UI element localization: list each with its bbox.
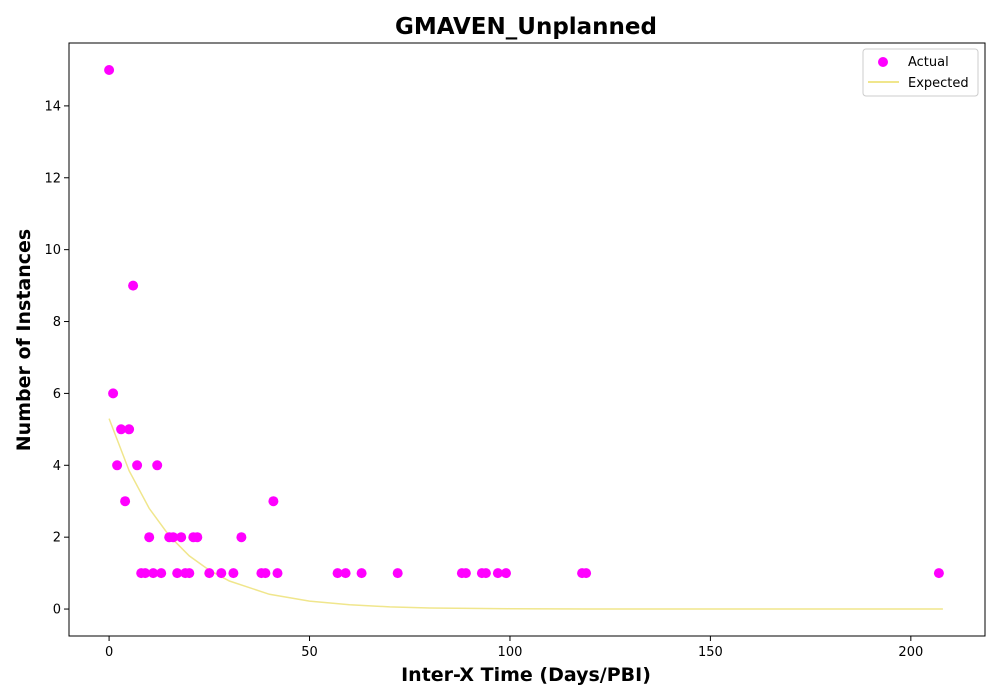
data-point [120,496,131,507]
plot-frame [68,42,986,637]
data-point [104,65,115,75]
data-point [581,568,592,579]
data-point [460,568,471,579]
data-point [272,568,283,579]
data-point [168,532,179,543]
y-tick-label: 14 [44,99,61,114]
x-tick-label: 0 [105,645,113,660]
data-point [144,532,155,543]
data-point [260,568,271,579]
data-point [152,460,163,471]
data-point [236,532,247,543]
x-axis-label: Inter-X Time (Days/PBI) [401,664,651,686]
x-axis: 0 50 100 150 200 [105,636,923,660]
chart-title: GMAVEN_Unplanned [395,14,657,40]
data-point [933,568,944,579]
x-tick-label: 200 [898,645,923,660]
y-tick-label: 6 [53,387,61,402]
data-point [108,388,119,399]
data-point [124,424,135,435]
expected-line [108,418,943,610]
data-point [140,568,151,579]
data-point [216,568,227,579]
data-point [501,568,511,579]
data-point [184,568,195,579]
data-point [116,424,127,435]
data-point [112,460,123,471]
data-point [340,568,351,579]
x-tick-label: 50 [301,645,318,660]
data-point [228,568,239,579]
legend-marker-actual [878,57,888,67]
data-point [332,568,343,579]
y-axis: 0 2 4 6 8 10 12 14 [44,99,69,618]
data-point [192,532,203,543]
legend-box [862,48,979,97]
data-point [356,568,367,579]
data-point [268,496,279,507]
data-point [392,568,403,579]
data-point [156,568,167,579]
x-tick-label: 100 [498,645,523,660]
data-point [148,568,159,579]
data-point [176,532,187,543]
data-point [204,568,215,579]
y-tick-label: 10 [44,243,61,258]
data-point [480,568,491,579]
legend-label-actual: Actual [908,55,949,70]
y-tick-label: 8 [53,315,61,330]
y-tick-label: 12 [44,171,61,186]
legend: Actual Expected [862,48,979,97]
y-axis-label: Number of Instances [13,229,35,451]
y-tick-label: 0 [53,603,61,618]
legend-label-expected: Expected [908,76,969,91]
y-tick-label: 2 [53,531,61,546]
data-point [132,460,143,471]
data-point [492,568,503,579]
data-point [172,568,183,579]
data-point [128,280,139,291]
x-tick-label: 150 [698,645,723,660]
y-tick-label: 4 [53,459,61,474]
